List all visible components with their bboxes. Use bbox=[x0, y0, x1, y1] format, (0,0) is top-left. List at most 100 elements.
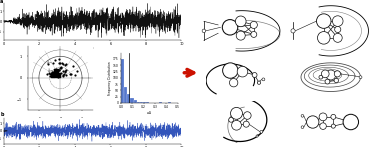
Circle shape bbox=[232, 120, 242, 130]
Point bbox=[60, 63, 66, 66]
Circle shape bbox=[235, 16, 246, 27]
Point bbox=[47, 73, 53, 75]
Bar bbox=[146, 102, 149, 103]
Point bbox=[45, 62, 51, 65]
Point bbox=[55, 74, 61, 76]
Circle shape bbox=[229, 117, 234, 122]
Bar bbox=[133, 100, 137, 103]
Circle shape bbox=[331, 124, 335, 128]
Point bbox=[56, 76, 62, 78]
Circle shape bbox=[343, 114, 358, 130]
Circle shape bbox=[256, 135, 258, 137]
Circle shape bbox=[251, 31, 257, 37]
Point bbox=[52, 59, 58, 61]
Bar bbox=[168, 102, 171, 103]
Point bbox=[63, 74, 69, 76]
Point bbox=[49, 71, 55, 73]
Circle shape bbox=[318, 32, 330, 44]
Circle shape bbox=[250, 21, 257, 29]
Circle shape bbox=[321, 70, 329, 78]
Circle shape bbox=[301, 115, 304, 117]
Circle shape bbox=[319, 113, 327, 121]
Circle shape bbox=[260, 130, 263, 133]
Circle shape bbox=[334, 78, 338, 83]
Point bbox=[68, 73, 74, 75]
Bar bbox=[121, 59, 124, 103]
Circle shape bbox=[291, 29, 295, 33]
Bar bbox=[127, 94, 130, 103]
Circle shape bbox=[335, 26, 341, 32]
Point bbox=[51, 71, 57, 73]
Circle shape bbox=[320, 123, 326, 129]
Point bbox=[71, 74, 77, 76]
Circle shape bbox=[257, 81, 261, 84]
Point bbox=[50, 70, 56, 73]
Circle shape bbox=[243, 121, 249, 127]
Circle shape bbox=[334, 71, 341, 77]
Point bbox=[56, 62, 62, 64]
Circle shape bbox=[325, 79, 330, 84]
Bar bbox=[124, 87, 127, 103]
Point bbox=[70, 65, 76, 68]
Circle shape bbox=[231, 107, 242, 119]
Text: $\hat\lambda^{(m)}$: $\hat\lambda^{(m)}$ bbox=[53, 71, 61, 79]
Bar bbox=[137, 102, 140, 103]
Point bbox=[62, 70, 68, 72]
Point bbox=[54, 73, 60, 76]
Bar bbox=[140, 102, 143, 103]
Point bbox=[50, 74, 56, 76]
Circle shape bbox=[243, 112, 251, 119]
Text: a: a bbox=[0, 0, 4, 4]
Point bbox=[67, 73, 73, 75]
Point bbox=[50, 61, 56, 64]
Point bbox=[44, 73, 50, 75]
Point bbox=[63, 69, 69, 71]
Point bbox=[59, 66, 65, 69]
Text: $\hat\lambda^{(s)}$: $\hat\lambda^{(s)}$ bbox=[47, 67, 54, 75]
Circle shape bbox=[301, 126, 304, 128]
Y-axis label: Frequency Distribution: Frequency Distribution bbox=[108, 61, 112, 95]
Bar bbox=[130, 98, 133, 103]
Circle shape bbox=[222, 20, 238, 35]
Point bbox=[60, 70, 66, 72]
Point bbox=[61, 72, 67, 75]
Point bbox=[47, 75, 53, 77]
Point bbox=[53, 70, 59, 73]
Text: b: b bbox=[0, 112, 4, 117]
Point bbox=[63, 62, 69, 65]
Circle shape bbox=[236, 31, 245, 40]
Circle shape bbox=[333, 33, 342, 42]
Point bbox=[59, 62, 65, 65]
X-axis label: $d_\Delta$: $d_\Delta$ bbox=[146, 110, 153, 117]
Point bbox=[62, 64, 68, 66]
Point bbox=[57, 72, 64, 75]
Point bbox=[56, 69, 62, 72]
Circle shape bbox=[223, 63, 238, 78]
Point bbox=[56, 69, 62, 71]
Circle shape bbox=[202, 29, 206, 33]
Point bbox=[60, 74, 66, 76]
Point bbox=[62, 71, 68, 73]
Circle shape bbox=[252, 72, 257, 77]
Circle shape bbox=[262, 78, 265, 81]
Point bbox=[60, 75, 66, 77]
Circle shape bbox=[237, 66, 248, 77]
Bar bbox=[159, 102, 162, 103]
Text: $\hat\lambda^{(a)}$: $\hat\lambda^{(a)}$ bbox=[46, 59, 53, 67]
X-axis label: t: t bbox=[92, 46, 93, 50]
Circle shape bbox=[326, 70, 336, 80]
Circle shape bbox=[331, 114, 336, 119]
Point bbox=[74, 70, 81, 73]
Point bbox=[52, 70, 58, 72]
Circle shape bbox=[229, 78, 238, 87]
Circle shape bbox=[332, 16, 343, 26]
Point bbox=[46, 72, 52, 74]
Point bbox=[57, 67, 64, 70]
Circle shape bbox=[316, 14, 331, 28]
Point bbox=[58, 66, 64, 69]
Circle shape bbox=[359, 76, 362, 79]
Bar bbox=[143, 102, 146, 103]
Point bbox=[53, 68, 59, 71]
Point bbox=[56, 58, 62, 60]
Circle shape bbox=[319, 75, 323, 79]
